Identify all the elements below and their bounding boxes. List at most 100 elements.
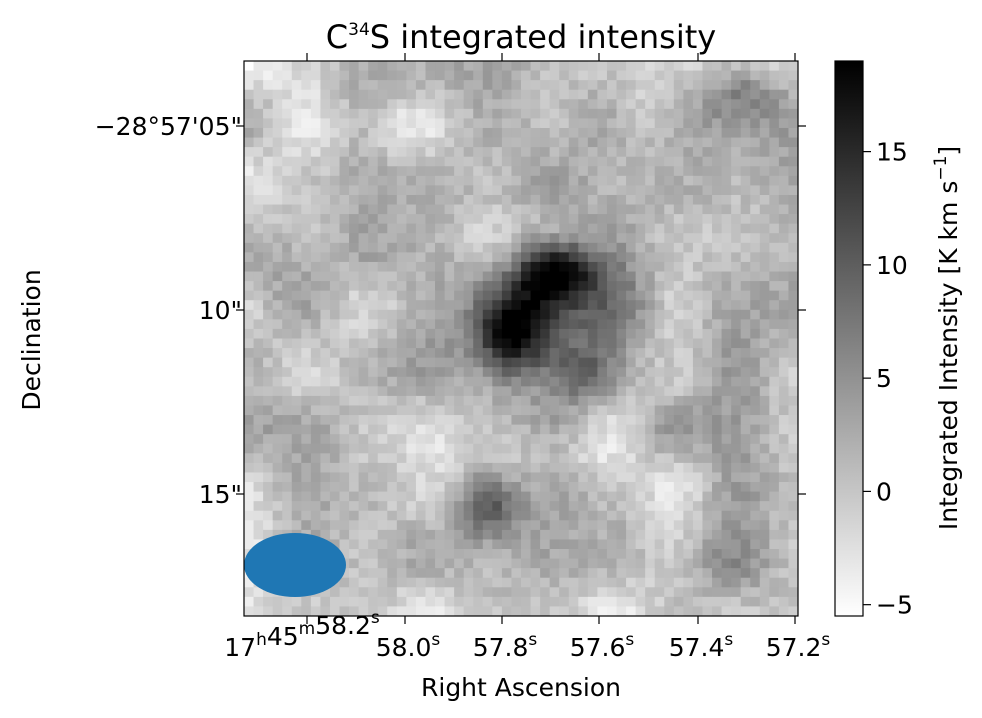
heatmap-cell	[626, 300, 637, 311]
heatmap-cell	[320, 501, 331, 512]
heatmap-cell	[301, 357, 312, 368]
heatmap-cell	[549, 61, 560, 72]
heatmap-cell	[549, 510, 560, 521]
heatmap-cell	[454, 290, 465, 301]
heatmap-cell	[769, 395, 780, 407]
heatmap-cell	[549, 386, 560, 397]
heatmap-cell	[511, 395, 522, 407]
heatmap-cell	[454, 252, 465, 263]
heatmap-cell	[788, 61, 798, 72]
heatmap-cell	[750, 606, 761, 616]
heatmap-cell	[263, 386, 274, 397]
heatmap-cell	[597, 261, 608, 273]
heatmap-cell	[616, 472, 627, 483]
heatmap-cell	[664, 443, 675, 454]
heatmap-cell	[253, 338, 264, 349]
heatmap-cell	[549, 558, 560, 569]
heatmap-cell	[320, 166, 331, 177]
heatmap-cell	[349, 501, 360, 512]
heatmap-cell	[673, 405, 684, 416]
heatmap-cell	[673, 261, 684, 273]
heatmap-cell	[501, 596, 513, 608]
heatmap-cell	[654, 568, 665, 579]
heatmap-cell	[568, 482, 579, 493]
heatmap-cell	[301, 348, 312, 359]
heatmap-cell	[664, 156, 675, 167]
heatmap-cell	[368, 577, 379, 588]
heatmap-cell	[626, 281, 637, 292]
heatmap-cell	[454, 223, 465, 234]
heatmap-cell	[454, 137, 465, 148]
heatmap-cell	[578, 214, 589, 225]
heatmap-cell	[435, 596, 446, 608]
heatmap-cell	[415, 376, 427, 387]
heatmap-cell	[244, 510, 255, 521]
heatmap-cell	[377, 300, 388, 311]
heatmap-cell	[673, 510, 684, 521]
heatmap-cell	[310, 443, 322, 454]
heatmap-cell	[435, 214, 446, 225]
heatmap-cell	[349, 147, 360, 158]
heatmap-cell	[368, 118, 379, 129]
heatmap-cell	[530, 194, 541, 206]
heatmap-cell	[244, 424, 255, 435]
heatmap-cell	[358, 520, 369, 531]
heatmap-cell	[511, 539, 522, 550]
heatmap-cell	[559, 587, 570, 598]
heatmap-cell	[291, 424, 302, 435]
heatmap-cell	[521, 319, 532, 330]
heatmap-cell	[750, 415, 761, 426]
heatmap-cell	[511, 348, 522, 359]
heatmap-cell	[750, 261, 761, 273]
heatmap-cell	[759, 175, 770, 186]
heatmap-cell	[282, 348, 293, 359]
heatmap-cell	[616, 443, 627, 454]
heatmap-cell	[540, 147, 551, 158]
heatmap-cell	[492, 367, 503, 378]
heatmap-cell	[473, 70, 484, 81]
heatmap-cell	[501, 271, 513, 282]
heatmap-cell	[368, 271, 379, 282]
heatmap-cell	[759, 348, 770, 359]
heatmap-cell	[358, 271, 369, 282]
heatmap-cell	[712, 367, 723, 378]
heatmap-cell	[377, 549, 388, 560]
heatmap-cell	[549, 281, 560, 292]
heatmap-cell	[377, 194, 388, 206]
heatmap-cell	[626, 424, 637, 435]
heatmap-cell	[549, 405, 560, 416]
colorbar-tick-label: 10	[876, 251, 908, 280]
x-tick-label: 57.4s	[669, 630, 734, 662]
heatmap-cell	[549, 214, 560, 225]
heatmap-cell	[597, 89, 608, 100]
heatmap-cell	[511, 529, 522, 541]
heatmap-cell	[740, 127, 751, 139]
heatmap-cell	[549, 529, 560, 541]
heatmap-cell	[291, 510, 302, 521]
heatmap-cell	[692, 156, 704, 167]
heatmap-cell	[673, 577, 684, 588]
heatmap-cell	[282, 127, 293, 139]
heatmap-cell	[320, 214, 331, 225]
heatmap-cell	[482, 482, 493, 493]
heatmap-cell	[521, 338, 532, 349]
heatmap-cell	[673, 357, 684, 368]
heatmap-cell	[425, 204, 436, 215]
heatmap-cell	[482, 319, 493, 330]
heatmap-cell	[626, 233, 637, 244]
heatmap-cell	[301, 367, 312, 378]
heatmap-cell	[692, 462, 704, 474]
heatmap-cell	[635, 147, 646, 158]
heatmap-cell	[692, 319, 704, 330]
heatmap-cell	[664, 300, 675, 311]
heatmap-cell	[778, 434, 790, 445]
heatmap-cell	[635, 549, 646, 560]
heatmap-cell	[549, 242, 560, 253]
heatmap-cell	[253, 357, 264, 368]
heatmap-cell	[521, 271, 532, 282]
heatmap-cell	[349, 376, 360, 387]
heatmap-cell	[282, 596, 293, 608]
heatmap-cell	[626, 568, 637, 579]
heatmap-cell	[358, 328, 369, 340]
heatmap-cell	[626, 137, 637, 148]
